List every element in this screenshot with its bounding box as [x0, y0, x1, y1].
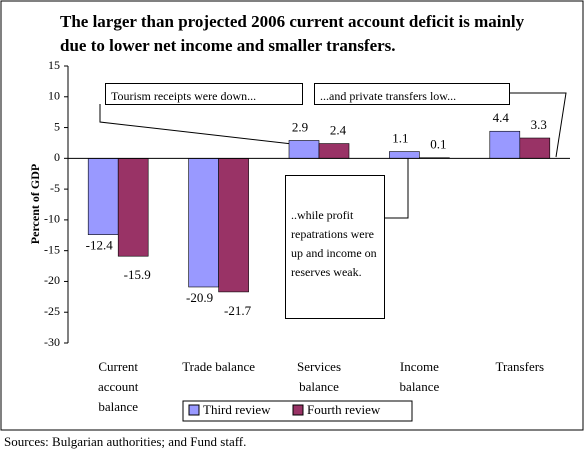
- source-note: Sources: Bulgarian authorities; and Fund…: [4, 434, 247, 449]
- legend-label: Fourth review: [307, 402, 381, 417]
- value-label: 2.4: [330, 123, 347, 138]
- annotation-line: [99, 104, 346, 151]
- bar: [519, 137, 551, 159]
- bar: [288, 140, 320, 159]
- legend: Third review Fourth review: [182, 400, 413, 422]
- x-tick-label: Current account balance: [98, 359, 139, 414]
- y-tick-label: -5: [50, 181, 60, 195]
- x-tick-label-line: Transfers: [495, 359, 544, 374]
- x-tick-label-line: Services: [297, 359, 341, 374]
- bar: [489, 130, 521, 159]
- y-tick-label: -25: [44, 304, 60, 318]
- annotation: ..while profit repatrations were up and …: [285, 175, 385, 319]
- x-tick-label-line: balance: [299, 379, 339, 394]
- legend-label: Third review: [203, 402, 271, 417]
- x-tick-label-line: Income: [400, 359, 439, 374]
- y-tick-label: -10: [44, 212, 60, 226]
- y-tick-label: -20: [44, 273, 60, 287]
- y-tick-label: 0: [54, 150, 60, 164]
- y-tick-label: -30: [44, 335, 60, 349]
- bar: [87, 158, 119, 235]
- bar: [318, 143, 350, 159]
- x-tick-label-line: Trade balance: [182, 359, 255, 374]
- x-tick-label: Services balance: [297, 359, 341, 394]
- bar: [389, 151, 420, 159]
- y-tick-label: -15: [44, 242, 60, 256]
- y-tick-label: 10: [48, 89, 60, 103]
- annotation-line: [385, 157, 409, 219]
- value-label: 4.4: [493, 110, 510, 125]
- value-label: 3.3: [531, 117, 547, 132]
- value-label: -21.7: [224, 303, 252, 318]
- annotation-line: [510, 92, 567, 158]
- bar: [188, 158, 219, 288]
- y-tick-label: 15: [48, 58, 60, 72]
- legend-swatch: [188, 404, 200, 416]
- x-tick-label: Transfers: [495, 359, 544, 374]
- chart-title: The larger than projected 2006 current a…: [60, 12, 525, 55]
- x-tick-label-line: account: [98, 379, 139, 394]
- value-label: 2.9: [292, 119, 308, 134]
- x-tick-label: Trade balance: [182, 359, 255, 374]
- value-label: 0.1: [430, 137, 446, 152]
- value-label: 1.1: [392, 131, 408, 146]
- x-tick-label-line: Current: [98, 359, 138, 374]
- x-tick-label: Income balance: [400, 359, 440, 394]
- legend-swatch: [292, 404, 304, 416]
- annotation: ...and private transfers low...: [314, 83, 510, 105]
- bar: [117, 158, 149, 257]
- value-label: -12.4: [86, 238, 114, 253]
- x-tick-label-line: balance: [98, 399, 138, 414]
- value-label: -15.9: [124, 267, 151, 282]
- y-tick-label: 5: [54, 119, 60, 133]
- bar: [218, 158, 249, 293]
- chart-frame: [0, 0, 584, 431]
- y-axis-label: Percent of GDP: [28, 164, 42, 244]
- value-label: -20.9: [186, 290, 213, 305]
- annotation: Tourism receipts were down...: [105, 83, 303, 105]
- x-tick-label-line: balance: [400, 379, 440, 394]
